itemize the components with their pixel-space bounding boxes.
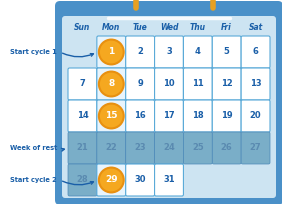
Text: 8: 8 [108,80,114,89]
Circle shape [99,72,124,96]
Text: Sun: Sun [74,23,91,32]
FancyBboxPatch shape [68,68,97,100]
FancyBboxPatch shape [68,132,97,164]
Text: 17: 17 [163,112,175,121]
FancyBboxPatch shape [97,100,126,132]
FancyBboxPatch shape [68,100,97,132]
FancyBboxPatch shape [212,68,241,100]
Text: Wed: Wed [160,23,178,32]
FancyBboxPatch shape [97,68,126,100]
FancyBboxPatch shape [183,132,212,164]
Text: 6: 6 [253,48,259,57]
FancyBboxPatch shape [68,164,97,196]
FancyBboxPatch shape [241,132,270,164]
FancyBboxPatch shape [62,16,276,198]
Text: 29: 29 [105,175,118,184]
Text: 9: 9 [137,80,143,89]
FancyBboxPatch shape [155,36,183,68]
FancyBboxPatch shape [126,36,155,68]
Text: 2: 2 [137,48,143,57]
Text: Start cycle 1: Start cycle 1 [10,49,57,55]
Text: 27: 27 [250,143,261,153]
FancyBboxPatch shape [241,68,270,100]
FancyBboxPatch shape [241,100,270,132]
FancyBboxPatch shape [155,68,183,100]
Text: 1: 1 [108,48,114,57]
Text: 3: 3 [166,48,172,57]
Text: Mon: Mon [102,23,120,32]
Circle shape [99,167,124,192]
Text: 21: 21 [76,143,88,153]
FancyBboxPatch shape [183,68,212,100]
Text: Tue: Tue [133,23,147,32]
FancyBboxPatch shape [55,1,282,204]
FancyBboxPatch shape [97,164,126,196]
Text: 5: 5 [224,48,230,57]
Text: 15: 15 [105,112,118,121]
FancyBboxPatch shape [126,100,155,132]
FancyBboxPatch shape [155,100,183,132]
FancyBboxPatch shape [241,36,270,68]
Text: 13: 13 [250,80,261,89]
Text: Fri: Fri [221,23,232,32]
FancyBboxPatch shape [183,100,212,132]
Text: 4: 4 [195,48,201,57]
FancyBboxPatch shape [97,132,126,164]
FancyBboxPatch shape [212,100,241,132]
Text: Sat: Sat [248,23,263,32]
FancyBboxPatch shape [212,36,241,68]
Text: 26: 26 [221,143,233,153]
Text: Thu: Thu [190,23,206,32]
Text: 22: 22 [105,143,117,153]
FancyBboxPatch shape [126,164,155,196]
FancyBboxPatch shape [212,132,241,164]
FancyBboxPatch shape [155,132,183,164]
Circle shape [99,40,124,64]
Circle shape [99,104,124,129]
Text: 12: 12 [221,80,233,89]
Text: 20: 20 [250,112,261,121]
Text: Start cycle 2: Start cycle 2 [10,177,57,183]
FancyBboxPatch shape [126,132,155,164]
FancyBboxPatch shape [97,36,126,68]
Text: 25: 25 [192,143,204,153]
Text: 28: 28 [77,175,88,184]
Text: 16: 16 [134,112,146,121]
Text: 10: 10 [163,80,175,89]
Text: 19: 19 [221,112,233,121]
Text: 14: 14 [76,112,88,121]
FancyBboxPatch shape [155,164,183,196]
Text: 7: 7 [80,80,85,89]
Text: 24: 24 [163,143,175,153]
Text: 18: 18 [192,112,204,121]
Text: 31: 31 [163,175,175,184]
FancyBboxPatch shape [183,36,212,68]
FancyBboxPatch shape [126,68,155,100]
Text: 11: 11 [192,80,204,89]
Text: 23: 23 [134,143,146,153]
Text: Week of rest: Week of rest [10,145,57,151]
Text: 30: 30 [135,175,146,184]
